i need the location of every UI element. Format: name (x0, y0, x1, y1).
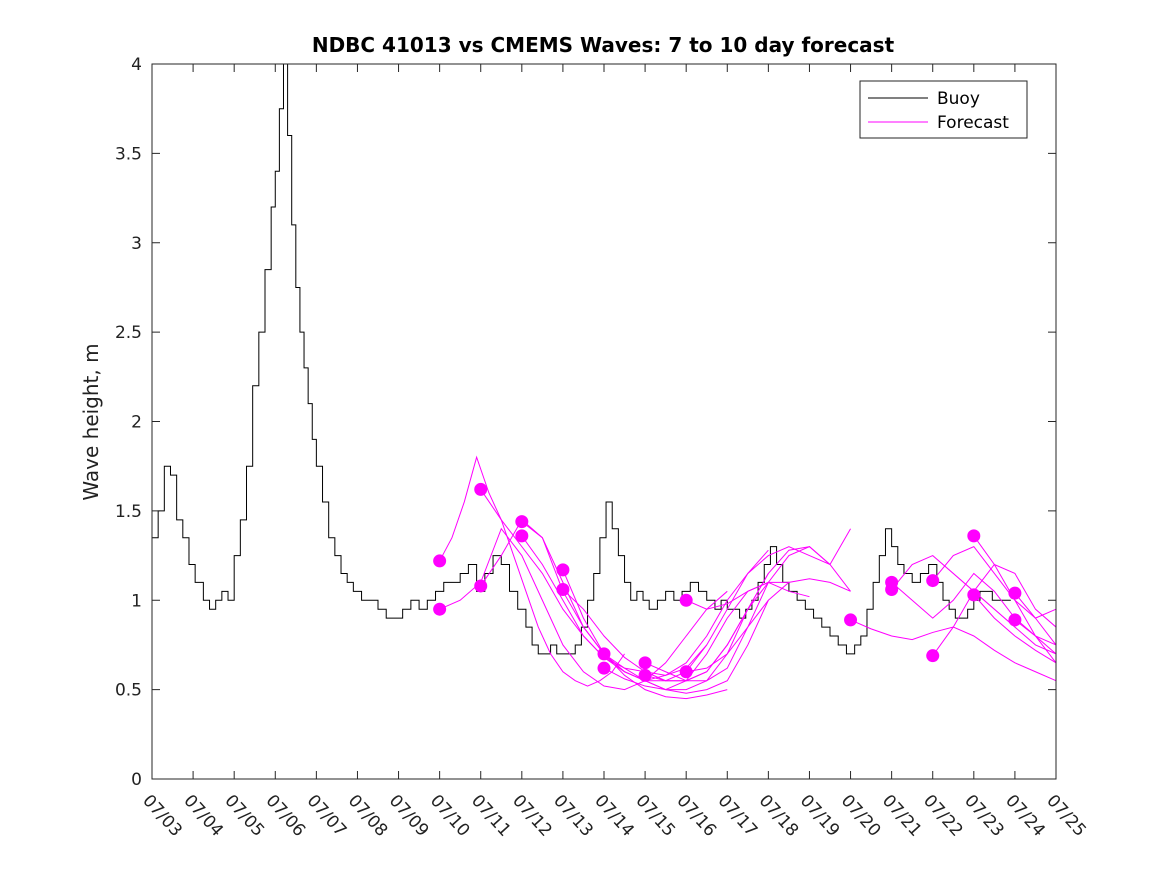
y-tick-label: 2.5 (115, 323, 142, 343)
legend-buoy-label: Buoy (937, 89, 980, 109)
y-axis-label: Wave height, m (79, 343, 103, 500)
forecast-line-11 (644, 546, 831, 682)
y-tick-label: 2 (131, 413, 142, 433)
forecast-line-23 (1014, 619, 1057, 664)
forecast-start-point (474, 579, 488, 593)
forecast-line-1 (439, 455, 625, 687)
y-tick-label: 4 (131, 55, 142, 75)
legend-box (859, 80, 1028, 139)
forecast-start-point (638, 656, 652, 670)
forecast-start-point (885, 583, 899, 597)
forecast-line-20 (973, 535, 1057, 655)
forecast-line-2 (439, 527, 728, 691)
forecast-start-point (926, 649, 940, 663)
chart-title: NDBC 41013 vs CMEMS Waves: 7 to 10 day f… (312, 33, 895, 57)
forecast-start-point (1008, 586, 1022, 600)
y-tick-label: 1.5 (115, 502, 142, 522)
y-tick-label: 3 (131, 234, 142, 254)
forecast-line-22 (1014, 592, 1057, 646)
forecast-line-12 (644, 546, 851, 682)
forecast-start-point (844, 613, 858, 627)
forecast-start-point (515, 515, 529, 529)
forecast-start-point (433, 602, 447, 616)
forecast-start-point (1008, 613, 1022, 627)
forecast-start-point (597, 661, 611, 675)
forecast-start-point (967, 529, 981, 543)
forecast-line-7 (562, 569, 728, 700)
forecast-start-point (433, 554, 447, 568)
forecast-start-point (638, 668, 652, 682)
legend-forecast-label: Forecast (937, 113, 1009, 133)
forecast-start-point (679, 593, 693, 607)
forecast-start-point (967, 588, 981, 602)
y-tick-label: 1 (131, 591, 142, 611)
forecast-line-6 (521, 535, 708, 676)
series-layer (152, 63, 1057, 700)
y-tick-label: 0.5 (115, 681, 142, 701)
forecast-start-point (597, 647, 611, 661)
forecast-line-9 (603, 600, 769, 694)
y-axis: 0 0.5 1 1.5 2 2.5 3 3.5 4 (115, 55, 1056, 790)
forecast-line-21 (973, 594, 1057, 664)
y-tick-label: 3.5 (115, 144, 142, 164)
forecast-start-point (515, 529, 529, 543)
forecast-start-point (474, 482, 488, 496)
forecast-start-point (556, 583, 570, 597)
forecast-start-point (556, 563, 570, 577)
buoy-line (152, 63, 1011, 655)
legend: Buoy Forecast (859, 80, 1028, 139)
forecast-start-point (926, 574, 940, 588)
forecast-line-14 (686, 578, 851, 673)
forecast-start-markers (433, 482, 1022, 682)
forecast-line-13 (685, 581, 810, 610)
forecast-line-10 (603, 573, 769, 691)
y-tick-label: 0 (131, 770, 142, 790)
forecast-start-point (679, 665, 693, 679)
